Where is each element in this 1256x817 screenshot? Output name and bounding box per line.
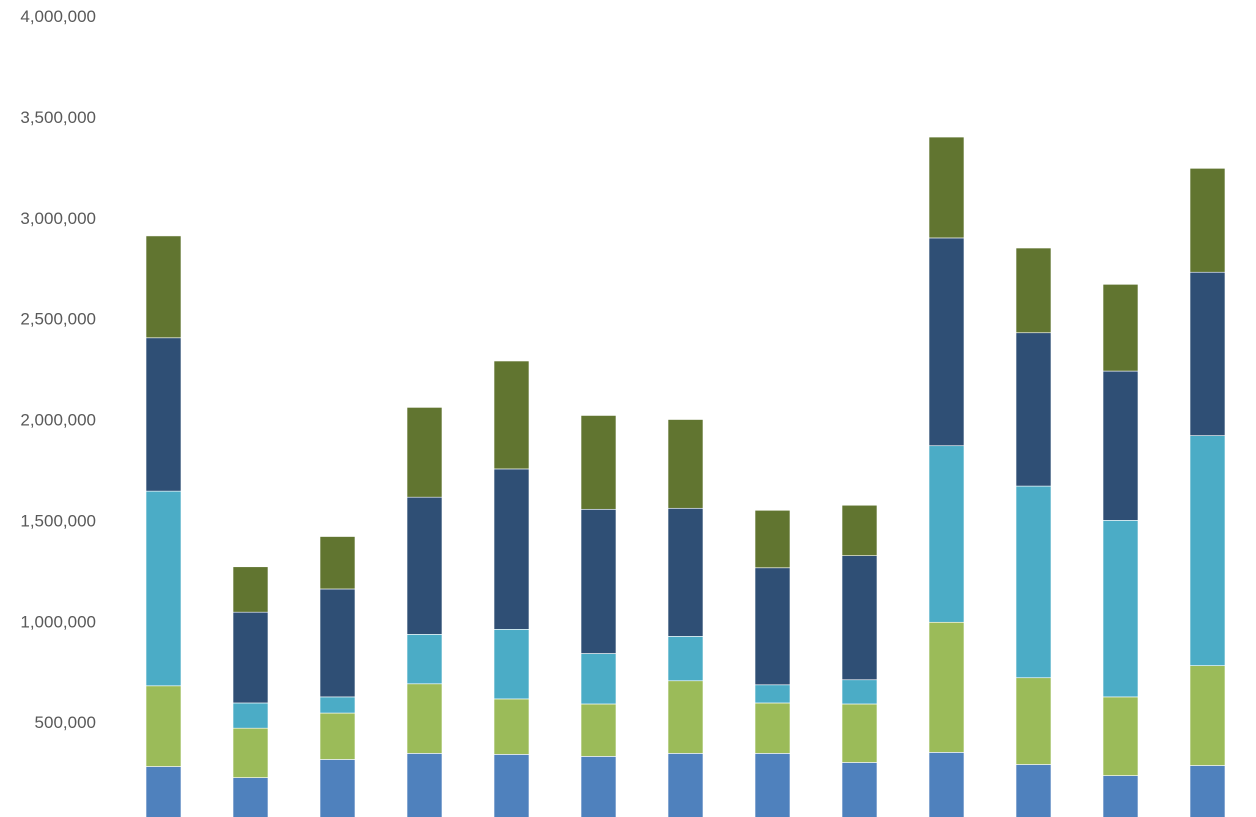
- bar-segment-series-3: [667, 636, 704, 682]
- bar-segment-series-2: [841, 703, 878, 763]
- y-axis: 500,000 1,000,000 1,500,000 2,000,000 2,500,…: [20, 7, 96, 732]
- bar-segment-series-4: [1189, 271, 1226, 436]
- bar-segment-series-3: [928, 445, 965, 623]
- bar-segment-series-4: [319, 588, 356, 698]
- bar-segment-series-4: [580, 508, 617, 654]
- bar-segment-series-5: [667, 419, 704, 509]
- bar-segment-series-5: [232, 566, 269, 613]
- y-tick-label: 3,000,000: [20, 209, 96, 228]
- bar-stack: [841, 504, 878, 817]
- bar-segment-series-1: [1189, 765, 1226, 817]
- bar-segment-series-4: [145, 337, 182, 492]
- bar-segment-series-2: [1102, 696, 1139, 776]
- bar-segment-series-1: [145, 766, 182, 817]
- bar-segment-series-3: [754, 684, 791, 704]
- bar-segment-series-2: [1015, 677, 1052, 765]
- bar-segment-series-2: [319, 712, 356, 760]
- y-tick-label: 2,500,000: [20, 310, 96, 329]
- bar-segment-series-5: [406, 407, 443, 498]
- bar-segment-series-4: [667, 507, 704, 637]
- bar-segment-series-2: [667, 680, 704, 754]
- bar-segment-series-1: [841, 762, 878, 817]
- bar-segment-series-4: [928, 237, 965, 447]
- bar-segment-series-2: [754, 702, 791, 754]
- bar-segment-series-4: [1015, 332, 1052, 487]
- bar-segment-series-5: [319, 536, 356, 590]
- bar-segment-series-3: [406, 634, 443, 685]
- bar-stack: [580, 415, 617, 817]
- bar-stack: [1189, 168, 1226, 817]
- bar-segment-series-1: [406, 753, 443, 817]
- bar-segment-series-5: [145, 235, 182, 339]
- bar-segment-series-3: [493, 629, 530, 700]
- bar-segment-series-1: [928, 752, 965, 817]
- bar-stack: [406, 407, 443, 817]
- bar-segment-series-5: [1102, 284, 1139, 372]
- bar-stack: [1102, 284, 1139, 817]
- y-tick-label: 1,000,000: [20, 612, 96, 631]
- bar-segment-series-3: [1189, 435, 1226, 666]
- bar-segment-series-4: [406, 496, 443, 635]
- bar-stack: [319, 536, 356, 817]
- bar-segment-series-1: [580, 756, 617, 817]
- bar-segment-series-1: [232, 777, 269, 817]
- bar-segment-series-2: [493, 698, 530, 755]
- bar-stack: [493, 360, 530, 817]
- bar-segment-series-2: [928, 621, 965, 753]
- bar-segment-series-1: [667, 753, 704, 817]
- bar-segment-series-5: [580, 415, 617, 510]
- y-tick-label: 1,500,000: [20, 511, 96, 530]
- bar-segment-series-4: [493, 468, 530, 630]
- bar-segment-series-3: [841, 679, 878, 705]
- bar-segment-series-5: [841, 504, 878, 556]
- bar-segment-series-5: [754, 509, 791, 569]
- bars: [145, 136, 1226, 817]
- bar-segment-series-1: [493, 754, 530, 817]
- bar-segment-series-5: [493, 360, 530, 470]
- y-tick-label: 3,500,000: [20, 108, 96, 127]
- bar-segment-series-2: [580, 703, 617, 757]
- bar-segment-series-4: [841, 555, 878, 681]
- y-tick-label: 500,000: [35, 713, 96, 732]
- bar-stack: [232, 566, 269, 817]
- bar-segment-series-1: [1102, 775, 1139, 817]
- bar-segment-series-3: [319, 696, 356, 714]
- bar-segment-series-4: [754, 567, 791, 686]
- bar-segment-series-3: [580, 653, 617, 705]
- bar-segment-series-3: [1102, 520, 1139, 698]
- bar-segment-series-3: [232, 702, 269, 729]
- bar-segment-series-2: [1189, 665, 1226, 766]
- bar-segment-series-1: [754, 753, 791, 817]
- bar-stack: [145, 235, 182, 817]
- bar-segment-series-1: [319, 759, 356, 817]
- bar-segment-series-1: [1015, 764, 1052, 817]
- y-tick-label: 4,000,000: [20, 7, 96, 26]
- bar-segment-series-2: [145, 685, 182, 767]
- bar-segment-series-4: [1102, 370, 1139, 521]
- bar-stack: [667, 419, 704, 817]
- bar-segment-series-2: [406, 683, 443, 754]
- bar-stack: [928, 136, 965, 817]
- y-tick-label: 2,000,000: [20, 411, 96, 430]
- bar-segment-series-3: [145, 490, 182, 687]
- bar-stack: [1015, 247, 1052, 817]
- bar-segment-series-5: [1189, 168, 1226, 273]
- bar-segment-series-4: [232, 611, 269, 704]
- bar-segment-series-2: [232, 727, 269, 778]
- bar-segment-series-5: [1015, 247, 1052, 334]
- bar-segment-series-3: [1015, 485, 1052, 679]
- bar-stack: [754, 509, 791, 817]
- bar-segment-series-5: [928, 136, 965, 239]
